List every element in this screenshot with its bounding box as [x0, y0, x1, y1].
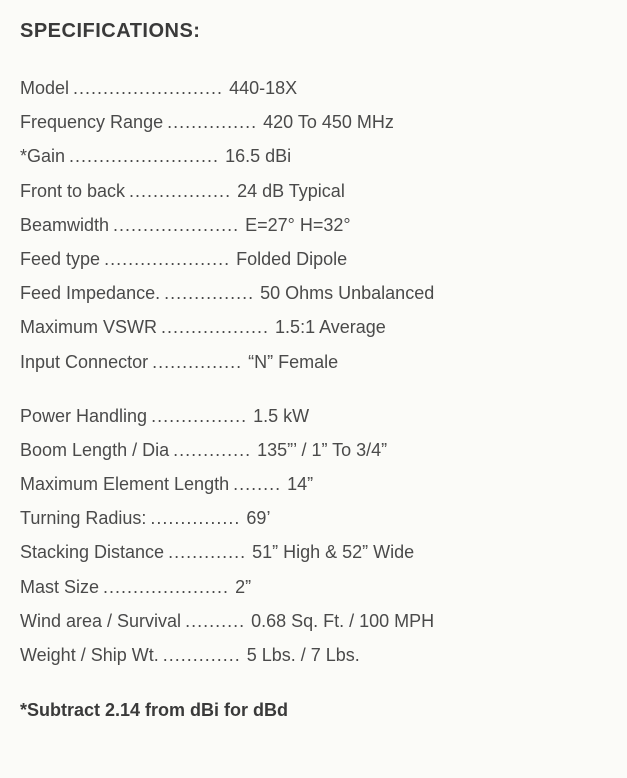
- group-gap: [20, 379, 607, 399]
- spec-label: Maximum VSWR: [20, 310, 157, 344]
- spec-row: Beamwidth ..................... E=27° H=…: [20, 208, 607, 242]
- leader-dots: .........................: [65, 139, 223, 173]
- spec-label: Input Connector: [20, 345, 148, 379]
- spec-row: Maximum Element Length ........ 14”: [20, 467, 607, 501]
- spec-row: Frequency Range ............... 420 To 4…: [20, 105, 607, 139]
- spec-row: Maximum VSWR .................. 1.5:1 Av…: [20, 310, 607, 344]
- spec-value: 14”: [285, 467, 313, 501]
- spec-label: Stacking Distance: [20, 535, 164, 569]
- leader-dots: ........: [229, 467, 285, 501]
- spec-group-2: Power Handling ................ 1.5 kWBo…: [20, 399, 607, 673]
- spec-value: 440-18X: [227, 71, 297, 105]
- spec-label: Mast Size: [20, 570, 99, 604]
- leader-dots: .....................: [100, 242, 234, 276]
- spec-label: Maximum Element Length: [20, 467, 229, 501]
- spec-value: E=27° H=32°: [243, 208, 350, 242]
- spec-value: 24 dB Typical: [235, 174, 345, 208]
- spec-value: 2”: [233, 570, 251, 604]
- spec-row: Input Connector ............... “N” Fema…: [20, 345, 607, 379]
- spec-label: Beamwidth: [20, 208, 109, 242]
- spec-value: 50 Ohms Unbalanced: [258, 276, 434, 310]
- spec-label: *Gain: [20, 139, 65, 173]
- leader-dots: .........................: [69, 71, 227, 105]
- spec-value: 135”’ / 1” To 3/4”: [255, 433, 387, 467]
- spec-value: 1.5 kW: [251, 399, 309, 433]
- spec-value: 1.5:1 Average: [273, 310, 386, 344]
- spec-row: Boom Length / Dia ............. 135”’ / …: [20, 433, 607, 467]
- spec-row: Feed type ..................... Folded D…: [20, 242, 607, 276]
- leader-dots: ..................: [157, 310, 273, 344]
- spec-label: Weight / Ship Wt.: [20, 638, 159, 672]
- spec-value: 51” High & 52” Wide: [250, 535, 414, 569]
- spec-label: Model: [20, 71, 69, 105]
- leader-dots: ...............: [148, 345, 246, 379]
- spec-label: Boom Length / Dia: [20, 433, 169, 467]
- spec-row: Feed Impedance. ............... 50 Ohms …: [20, 276, 607, 310]
- spec-value: Folded Dipole: [234, 242, 347, 276]
- spec-label: Frequency Range: [20, 105, 163, 139]
- footnote: *Subtract 2.14 from dBi for dBd: [20, 700, 607, 721]
- spec-row: Turning Radius: ............... 69’: [20, 501, 607, 535]
- spec-row: Model ......................... 440-18X: [20, 71, 607, 105]
- leader-dots: ...............: [146, 501, 244, 535]
- spec-row: Front to back ................. 24 dB Ty…: [20, 174, 607, 208]
- spec-label: Front to back: [20, 174, 125, 208]
- spec-group-1: Model ......................... 440-18XF…: [20, 71, 607, 379]
- spec-value: 420 To 450 MHz: [261, 105, 394, 139]
- leader-dots: ...............: [160, 276, 258, 310]
- spec-value: 0.68 Sq. Ft. / 100 MPH: [249, 604, 434, 638]
- leader-dots: ................: [147, 399, 251, 433]
- spec-label: Wind area / Survival: [20, 604, 181, 638]
- leader-dots: .............: [169, 433, 255, 467]
- spec-value: 16.5 dBi: [223, 139, 291, 173]
- leader-dots: .............: [159, 638, 245, 672]
- spec-value: 69’: [244, 501, 270, 535]
- spec-label: Feed type: [20, 242, 100, 276]
- spec-label: Turning Radius:: [20, 501, 146, 535]
- spec-value: “N” Female: [246, 345, 338, 379]
- spec-value: 5 Lbs. / 7 Lbs.: [245, 638, 360, 672]
- spec-label: Feed Impedance.: [20, 276, 160, 310]
- spec-row: Mast Size ..................... 2”: [20, 570, 607, 604]
- leader-dots: .............: [164, 535, 250, 569]
- spec-row: *Gain ......................... 16.5 dBi: [20, 139, 607, 173]
- spec-row: Weight / Ship Wt. ............. 5 Lbs. /…: [20, 638, 607, 672]
- specifications-title: SPECIFICATIONS:: [20, 20, 607, 43]
- leader-dots: .....................: [99, 570, 233, 604]
- leader-dots: .....................: [109, 208, 243, 242]
- spec-row: Wind area / Survival .......... 0.68 Sq.…: [20, 604, 607, 638]
- spec-label: Power Handling: [20, 399, 147, 433]
- leader-dots: .................: [125, 174, 235, 208]
- leader-dots: ...............: [163, 105, 261, 139]
- leader-dots: ..........: [181, 604, 249, 638]
- spec-row: Stacking Distance ............. 51” High…: [20, 535, 607, 569]
- spec-row: Power Handling ................ 1.5 kW: [20, 399, 607, 433]
